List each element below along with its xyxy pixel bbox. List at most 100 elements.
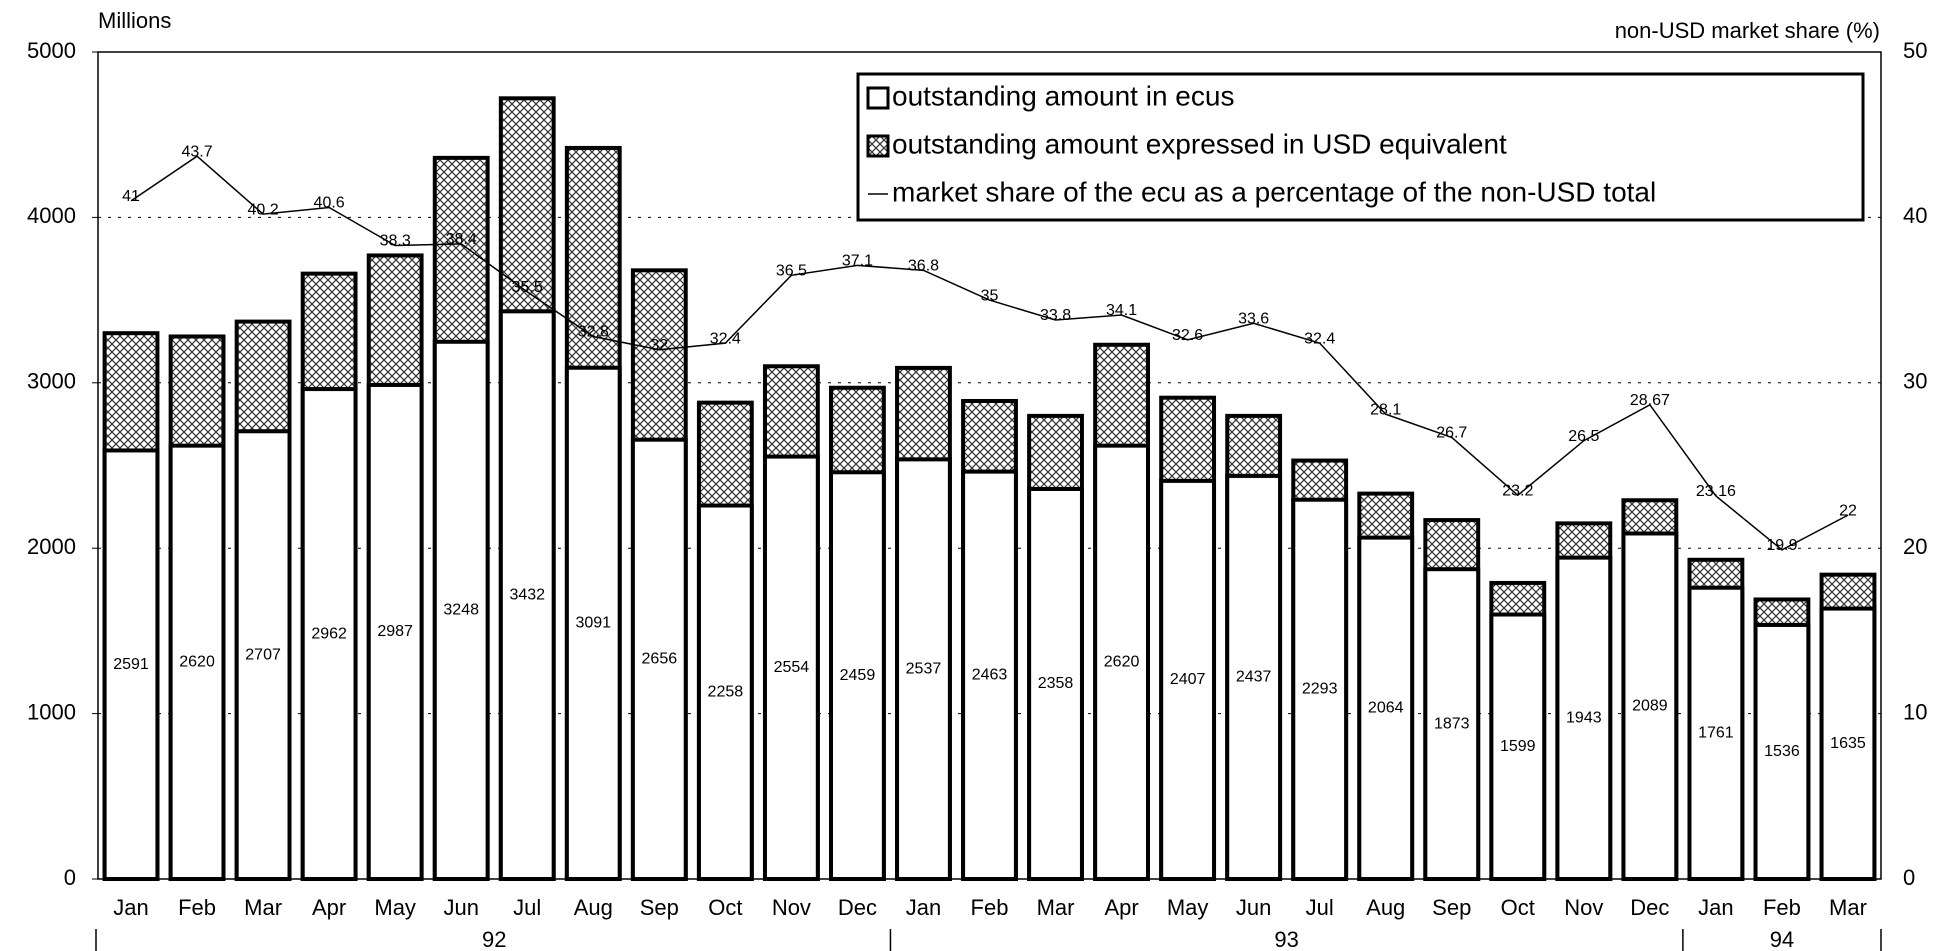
line-label: 28.1 (1370, 401, 1401, 418)
line-label: 32.8 (578, 324, 609, 341)
line-label: 35.5 (512, 279, 543, 296)
x-tick-label: Feb (1763, 895, 1801, 920)
x-tick-label: May (374, 895, 416, 920)
x-tick-label: Feb (178, 895, 216, 920)
line-label: 23.2 (1502, 482, 1533, 499)
data-label: 1873 (1434, 715, 1470, 732)
data-label: 2707 (245, 646, 281, 663)
data-label: 2554 (774, 659, 810, 676)
data-label: 2591 (113, 656, 149, 673)
y2-tick-label: 10 (1903, 699, 1927, 724)
x-tick-label: Jun (443, 895, 478, 920)
y2-tick-label: 20 (1903, 534, 1927, 559)
data-label: 2987 (377, 623, 413, 640)
data-label: 1536 (1764, 743, 1800, 760)
line-label: 36.5 (776, 263, 807, 280)
y2-tick-label: 0 (1903, 865, 1915, 890)
bar (961, 469, 1018, 881)
y-tick-label: 3000 (27, 369, 76, 394)
bar (696, 503, 754, 881)
bar (1027, 486, 1084, 881)
data-label: 2620 (179, 654, 215, 671)
x-tick-label: Feb (971, 895, 1009, 920)
legend-label: outstanding amount expressed in USD equi… (892, 128, 1507, 159)
line-label: 38.4 (446, 231, 477, 248)
y2-tick-label: 40 (1903, 203, 1927, 228)
data-label: 2407 (1170, 671, 1206, 688)
bar (762, 454, 820, 881)
bar (829, 470, 886, 881)
line (130, 155, 1849, 551)
line-label: 34.1 (1106, 302, 1137, 319)
bar (168, 443, 226, 881)
legend: outstanding amount in ecus outstanding am… (856, 72, 1865, 222)
data-label: 2962 (311, 625, 347, 642)
x-tick-label: Jul (513, 895, 541, 920)
legend-swatch (866, 134, 890, 158)
y-axis-label: Millions (98, 8, 171, 33)
bar (102, 448, 160, 881)
bar (234, 429, 292, 881)
bar (1093, 443, 1150, 881)
x-tick-label: Jul (1306, 895, 1334, 920)
line-label: 28.67 (1630, 392, 1670, 409)
bar (630, 437, 688, 881)
x-tick-label: Oct (1501, 895, 1535, 920)
data-label: 2459 (840, 667, 876, 684)
y-tick-label: 1000 (27, 699, 76, 724)
x-tick-label: Mar (244, 895, 282, 920)
x-tick-label: May (1167, 895, 1209, 920)
bar (1489, 612, 1547, 881)
bar (300, 387, 358, 881)
x-tick-label: Sep (640, 895, 679, 920)
x-tick-label: Jan (1698, 895, 1733, 920)
line-label: 40.6 (314, 195, 345, 212)
line-label: 41 (122, 188, 140, 205)
bar (1621, 531, 1679, 881)
bar (432, 339, 490, 881)
x-tick-label: Jan (906, 895, 941, 920)
data-label: 2620 (1104, 654, 1140, 671)
x-group-label: 94 (1770, 927, 1794, 951)
x-tick-label: Dec (838, 895, 877, 920)
data-label: 3432 (509, 586, 545, 603)
y-tick-label: 0 (64, 865, 76, 890)
bar (1819, 606, 1877, 881)
line-label: 32.4 (1304, 330, 1335, 347)
legend-label: market share of the ecu as a percentage … (892, 176, 1656, 207)
y-tick-label: 2000 (27, 534, 76, 559)
line-label: 26.5 (1568, 428, 1599, 445)
x-tick-label: Mar (1037, 895, 1075, 920)
line-label: 40.2 (248, 201, 279, 218)
data-label: 2293 (1302, 681, 1338, 698)
legend-box (856, 72, 1865, 222)
line-label: 35 (981, 287, 999, 304)
data-label: 1943 (1566, 710, 1602, 727)
data-label: 2463 (972, 667, 1008, 684)
data-label: 1761 (1698, 725, 1734, 742)
data-label: 2089 (1632, 697, 1668, 714)
line-label: 23.16 (1696, 483, 1736, 500)
y2-tick-label: 50 (1903, 38, 1927, 63)
x-tick-label: Nov (1564, 895, 1603, 920)
x-tick-label: Nov (772, 895, 811, 920)
x-group-label: 93 (1274, 927, 1298, 951)
x-group-label: 92 (482, 927, 506, 951)
line-label: 38.3 (380, 233, 411, 250)
line-label: 32.6 (1172, 327, 1203, 344)
x-tick-label: Mar (1829, 895, 1867, 920)
bar (1291, 497, 1349, 881)
bar (366, 382, 424, 881)
bar (1423, 567, 1481, 881)
line-label: 19.9 (1766, 537, 1797, 554)
bar (1555, 555, 1613, 881)
bar (1159, 478, 1217, 881)
y2-tick-label: 30 (1903, 369, 1927, 394)
line-label: 26.7 (1436, 425, 1467, 442)
x-tick-label: Jan (113, 895, 148, 920)
y-tick-label: 5000 (27, 38, 76, 63)
line-label: 33.6 (1238, 310, 1269, 327)
bar (1753, 622, 1811, 882)
x-tick-label: Oct (708, 895, 742, 920)
